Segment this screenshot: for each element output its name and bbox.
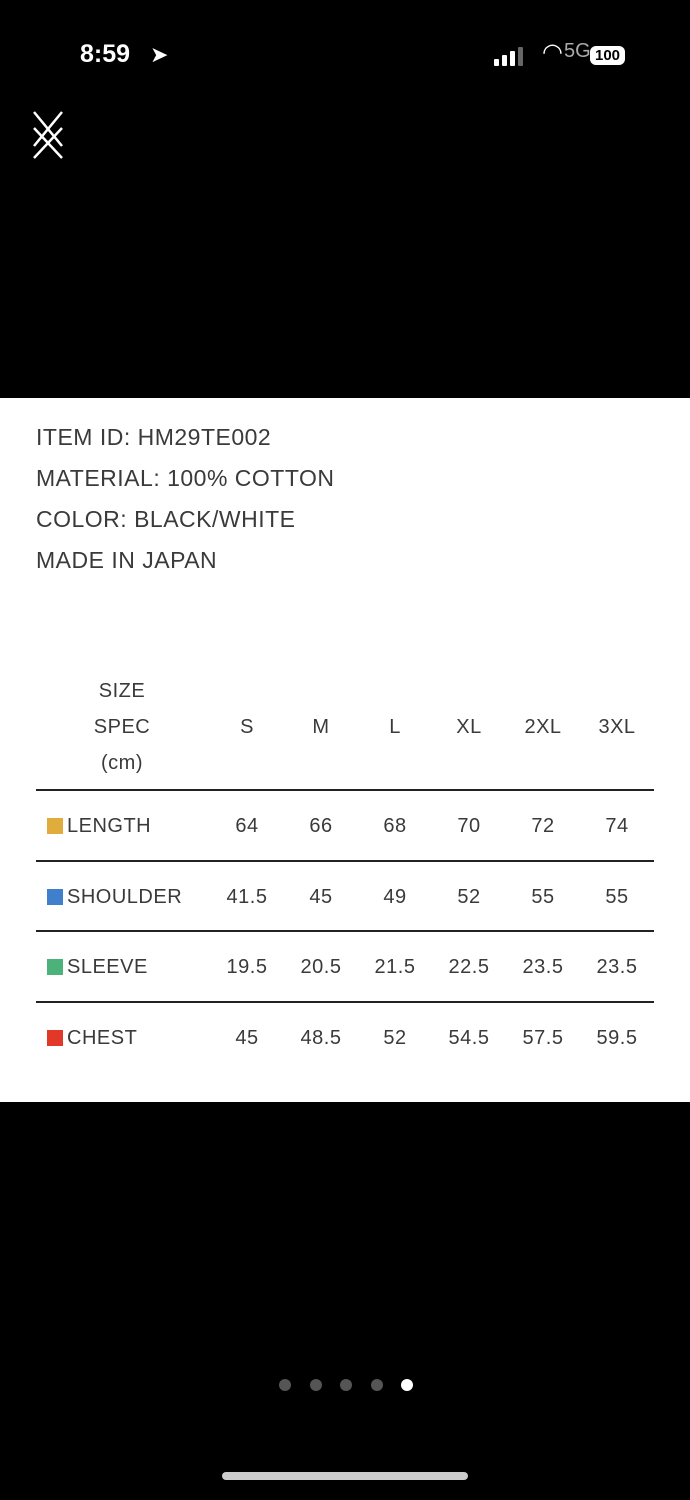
table-cell: 54.5 (448, 1026, 490, 1049)
shoulder-color-swatch (47, 888, 63, 905)
table-cell: 52 (457, 885, 481, 908)
table-divider (36, 930, 654, 932)
table-cell: 70 (457, 815, 481, 837)
size-column-header: M (312, 716, 330, 738)
size-column-header: 3XL (598, 716, 636, 738)
table-cell: 23.5 (596, 956, 638, 978)
table-divider (36, 789, 654, 791)
pager-dot[interactable] (401, 1379, 413, 1391)
table-cell: 55 (605, 885, 629, 908)
pager-dot[interactable] (309, 1379, 322, 1391)
table-cell: 20.5 (300, 956, 342, 978)
product-spec-image (0, 398, 690, 1102)
location-arrow-icon: ➤ (150, 42, 169, 67)
size-column-header: L (389, 716, 401, 738)
table-cell: 66 (309, 815, 333, 837)
close-icon[interactable] (30, 108, 68, 160)
table-cell: 21.5 (374, 956, 416, 978)
table-cell: 59.5 (596, 1026, 638, 1049)
product-info-line: MATERIAL: 100% COTTON (36, 465, 335, 491)
product-info-line: ITEM ID: HM29TE002 (36, 424, 272, 450)
network-type: 5G (564, 40, 591, 62)
table-cell: 19.5 (226, 956, 268, 978)
row-label: SLEEVE (67, 956, 148, 978)
size-spec-header: (cm) (101, 752, 143, 774)
chest-color-swatch (47, 1029, 63, 1046)
size-spec-header: SPEC (93, 716, 151, 738)
table-cell: 49 (383, 885, 407, 908)
table-cell: 23.5 (522, 956, 564, 978)
length-color-swatch (47, 818, 63, 834)
cellular-signal-icon (494, 44, 523, 66)
table-divider (36, 859, 654, 862)
product-info-line: COLOR: BLACK/WHITE (36, 506, 296, 532)
table-cell: 74 (605, 815, 629, 837)
table-cell: 45 (309, 885, 333, 908)
size-column-header: 2XL (524, 716, 562, 738)
status-time: 8:59 (80, 40, 131, 68)
battery-indicator: 100 (590, 46, 626, 65)
row-label: SHOULDER (67, 885, 183, 908)
size-spec-header: SIZE (98, 680, 146, 702)
table-cell: 57.5 (522, 1026, 564, 1049)
pager-dot[interactable] (370, 1379, 383, 1391)
size-column-header: S (240, 716, 254, 738)
row-label: LENGTH (67, 815, 152, 837)
home-indicator[interactable] (222, 1472, 468, 1480)
wifi-icon: ◠ (542, 39, 563, 66)
table-cell: 55 (531, 885, 555, 908)
table-divider (36, 1000, 654, 1003)
pager-dot[interactable] (279, 1379, 291, 1391)
table-cell: 22.5 (448, 956, 490, 978)
table-cell: 64 (235, 815, 259, 837)
size-column-header: XL (456, 716, 482, 738)
pager-dot[interactable] (340, 1379, 352, 1391)
table-cell: 41.5 (226, 885, 268, 908)
product-info-line: MADE IN JAPAN (36, 547, 218, 573)
sleeve-color-swatch (47, 959, 63, 975)
table-cell: 68 (383, 815, 407, 837)
row-label: CHEST (67, 1026, 138, 1049)
table-cell: 45 (235, 1026, 259, 1049)
table-cell: 72 (531, 815, 555, 837)
table-cell: 52 (383, 1026, 407, 1049)
table-cell: 48.5 (300, 1026, 342, 1049)
